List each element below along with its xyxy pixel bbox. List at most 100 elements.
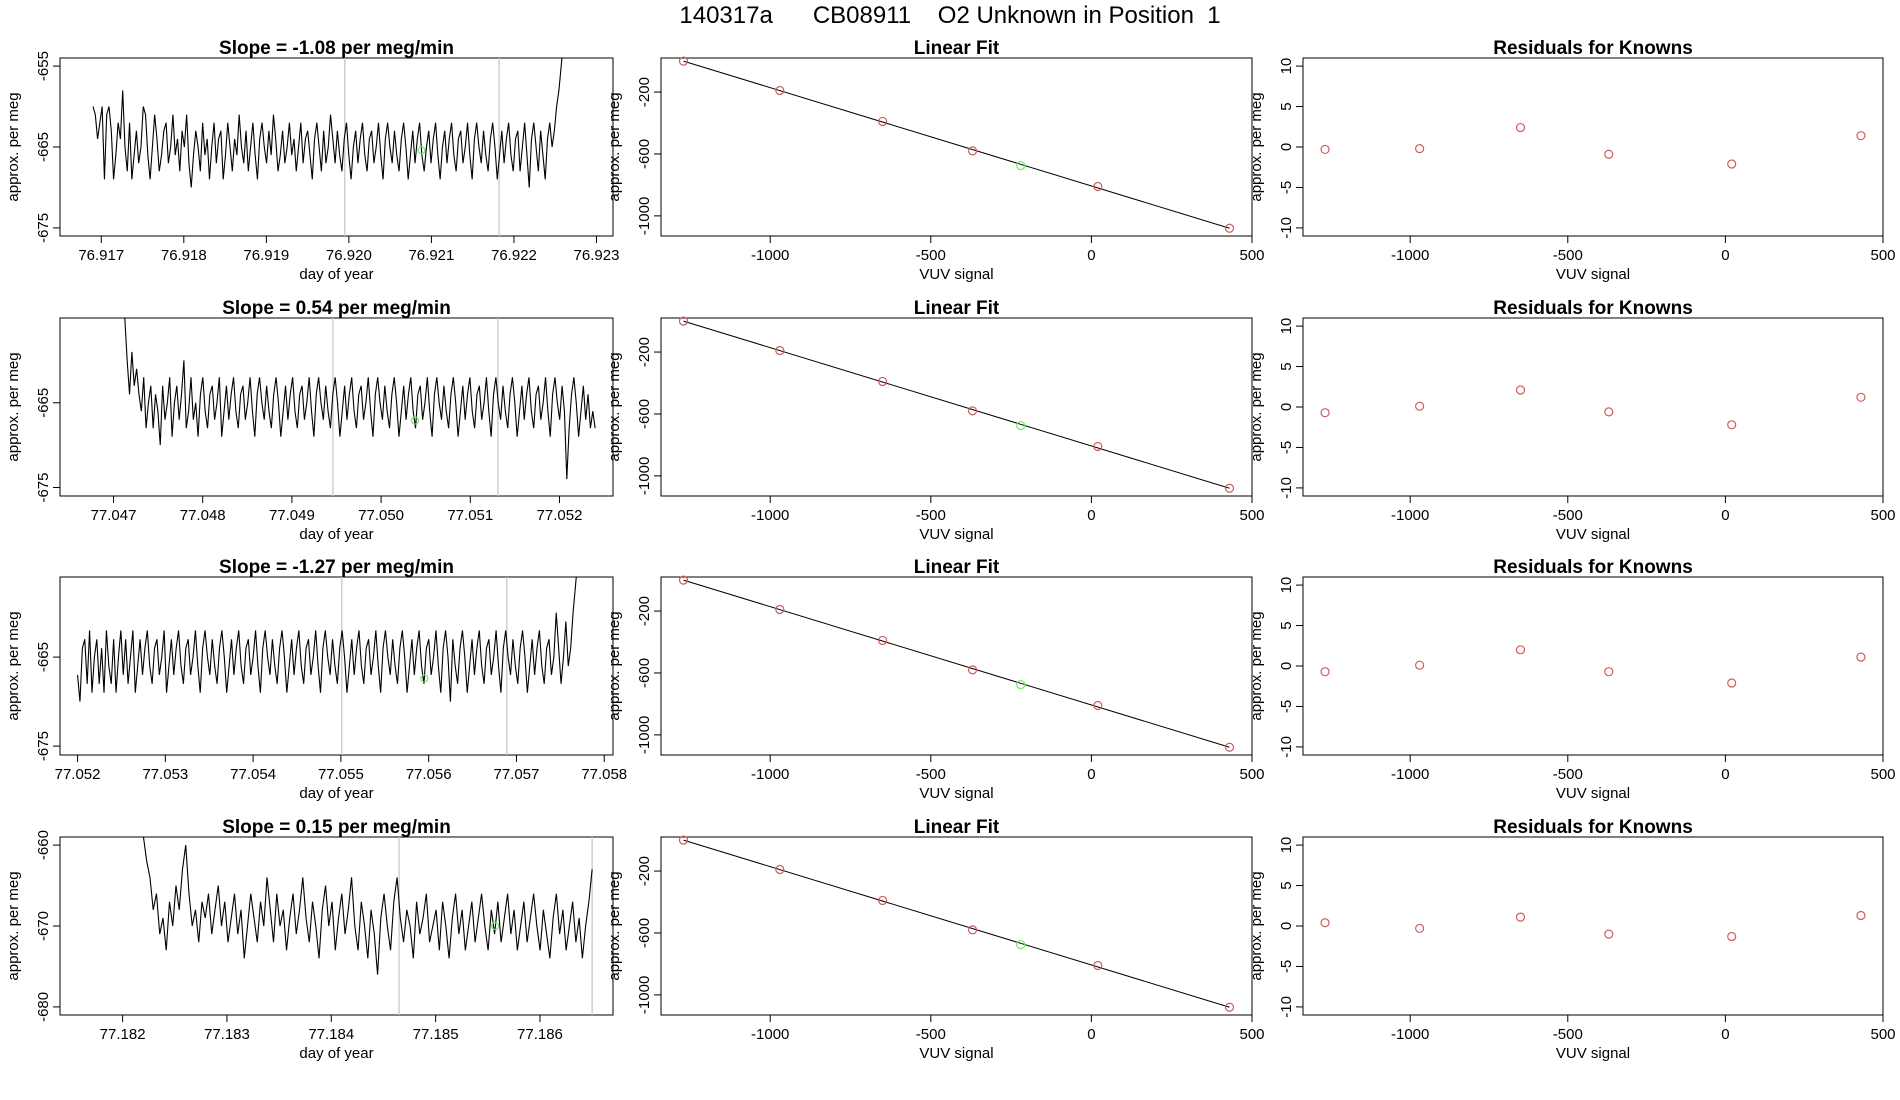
- y-axis-label: approx. per meg: [606, 352, 623, 461]
- x-axis-label: day of year: [299, 526, 373, 543]
- known-point: [1856, 652, 1866, 662]
- x-tick-label: 77.054: [230, 766, 276, 783]
- x-tick-label: 77.052: [537, 507, 583, 524]
- known-point: [1415, 923, 1425, 934]
- known-point: [1320, 408, 1330, 418]
- x-tick-label: 0: [1087, 1026, 1095, 1043]
- known-point: [1093, 960, 1103, 971]
- unknown-point: [410, 416, 420, 425]
- known-point: [1604, 407, 1614, 417]
- x-tick-label: 500: [1239, 507, 1264, 524]
- x-axis-label: VUV signal: [919, 266, 993, 283]
- x-tick-label: 500: [1239, 1026, 1264, 1043]
- plot-frame: [660, 836, 1253, 1016]
- x-tick-label: 76.920: [326, 247, 372, 264]
- known-point: [1224, 483, 1235, 493]
- known-point: [1224, 742, 1235, 752]
- x-tick-label: 76.923: [574, 247, 620, 264]
- y-tick-label: -675: [35, 213, 52, 243]
- known-point: [1727, 159, 1737, 169]
- x-axis-label: day of year: [299, 1045, 373, 1062]
- y-axis-label: approx. per meg: [1248, 871, 1265, 980]
- panel-2-1: Slope = 0.54 per meg/min 77.047 77.048 77.0…: [5, 298, 614, 543]
- y-tick-label: -665: [35, 388, 52, 418]
- x-axis-label: VUV signal: [1556, 526, 1630, 543]
- chart-title: Linear Fit: [914, 557, 1000, 578]
- y-tick-label: -600: [636, 918, 653, 948]
- y-axis-label: approx. per meg: [606, 611, 623, 720]
- x-axis-label: VUV signal: [919, 785, 993, 802]
- x-tick-label: 500: [1239, 247, 1264, 264]
- panel-3-2: Linear Fit -1000 -500 0 500 VUV signal -200 -60…: [606, 557, 1265, 802]
- known-point: [1515, 122, 1526, 133]
- x-tick-label: 76.922: [491, 247, 537, 264]
- x-tick-label: 500: [1239, 766, 1264, 783]
- known-point: [967, 665, 978, 675]
- y-tick-label: -5: [1278, 960, 1295, 973]
- y-tick-label: 0: [1278, 403, 1295, 411]
- x-axis-label: day of year: [299, 785, 373, 802]
- x-tick-label: -1000: [751, 247, 789, 264]
- x-tick-label: 77.058: [581, 766, 627, 783]
- x-tick-label: 77.182: [100, 1026, 146, 1043]
- x-axis-label: VUV signal: [919, 1045, 993, 1062]
- x-tick-label: 77.049: [269, 507, 315, 524]
- x-tick-label: -1000: [1391, 766, 1429, 783]
- x-tick-label: 77.056: [406, 766, 452, 783]
- x-tick-label: -500: [1553, 1026, 1583, 1043]
- x-axis-label: VUV signal: [1556, 1045, 1630, 1062]
- y-tick-label: 10: [1278, 577, 1295, 594]
- y-tick-label: 0: [1278, 143, 1295, 151]
- chart-title: Slope = -1.27 per meg/min: [219, 557, 454, 578]
- known-point: [1604, 149, 1614, 159]
- y-axis-label: approx. per meg: [5, 92, 22, 201]
- y-tick-label: -655: [35, 51, 52, 81]
- plot-frame: [59, 576, 614, 756]
- x-tick-label: -500: [916, 1026, 946, 1043]
- y-tick-label: -10: [1278, 736, 1295, 758]
- known-point: [678, 56, 689, 66]
- x-tick-label: 0: [1721, 766, 1729, 783]
- y-axis-label: approx. per meg: [5, 871, 22, 980]
- x-tick-label: 500: [1870, 247, 1895, 264]
- plot-frame: [660, 57, 1253, 237]
- known-point: [1224, 223, 1235, 233]
- plot-frame: [59, 836, 614, 1016]
- x-tick-label: 0: [1721, 247, 1729, 264]
- y-axis-label: approx. per meg: [606, 871, 623, 980]
- x-tick-label: -1000: [751, 1026, 789, 1043]
- y-axis-label: approx. per meg: [1248, 92, 1265, 201]
- x-tick-label: 77.048: [180, 507, 226, 524]
- plot-frame: [1302, 57, 1884, 237]
- known-point: [775, 604, 785, 615]
- known-point: [1093, 181, 1103, 192]
- known-point: [1515, 645, 1526, 655]
- x-tick-label: 500: [1870, 507, 1895, 524]
- y-tick-label: -5: [1278, 700, 1295, 713]
- chart-title: Slope = -1.08 per meg/min: [219, 38, 454, 59]
- figure-title: 140317a CB08911 O2 Unknown in Position 1: [679, 2, 1221, 29]
- known-point: [967, 925, 978, 935]
- fit-line: [683, 839, 1230, 1008]
- x-tick-label: 77.052: [55, 766, 101, 783]
- known-point: [1415, 660, 1425, 670]
- y-tick-label: -680: [35, 992, 52, 1022]
- panel-1-3: Residuals for Knowns -1000 -500 0 500 VUV sig…: [1248, 38, 1896, 283]
- known-point: [1320, 667, 1330, 677]
- y-tick-label: -1000: [636, 457, 653, 495]
- known-point: [1604, 667, 1614, 677]
- y-tick-label: -665: [35, 642, 52, 672]
- known-point: [878, 635, 888, 646]
- chart-title: Slope = 0.15 per meg/min: [222, 817, 451, 838]
- y-tick-label: -675: [35, 473, 52, 503]
- x-tick-label: -500: [1553, 507, 1583, 524]
- x-tick-label: 77.047: [91, 507, 137, 524]
- x-tick-label: 0: [1087, 766, 1095, 783]
- y-tick-label: -1000: [636, 197, 653, 235]
- y-tick-label: 10: [1278, 837, 1295, 854]
- known-point: [1224, 1002, 1235, 1012]
- fit-line: [683, 320, 1230, 489]
- x-tick-label: 77.186: [517, 1026, 563, 1043]
- chart-title: Linear Fit: [914, 298, 1000, 319]
